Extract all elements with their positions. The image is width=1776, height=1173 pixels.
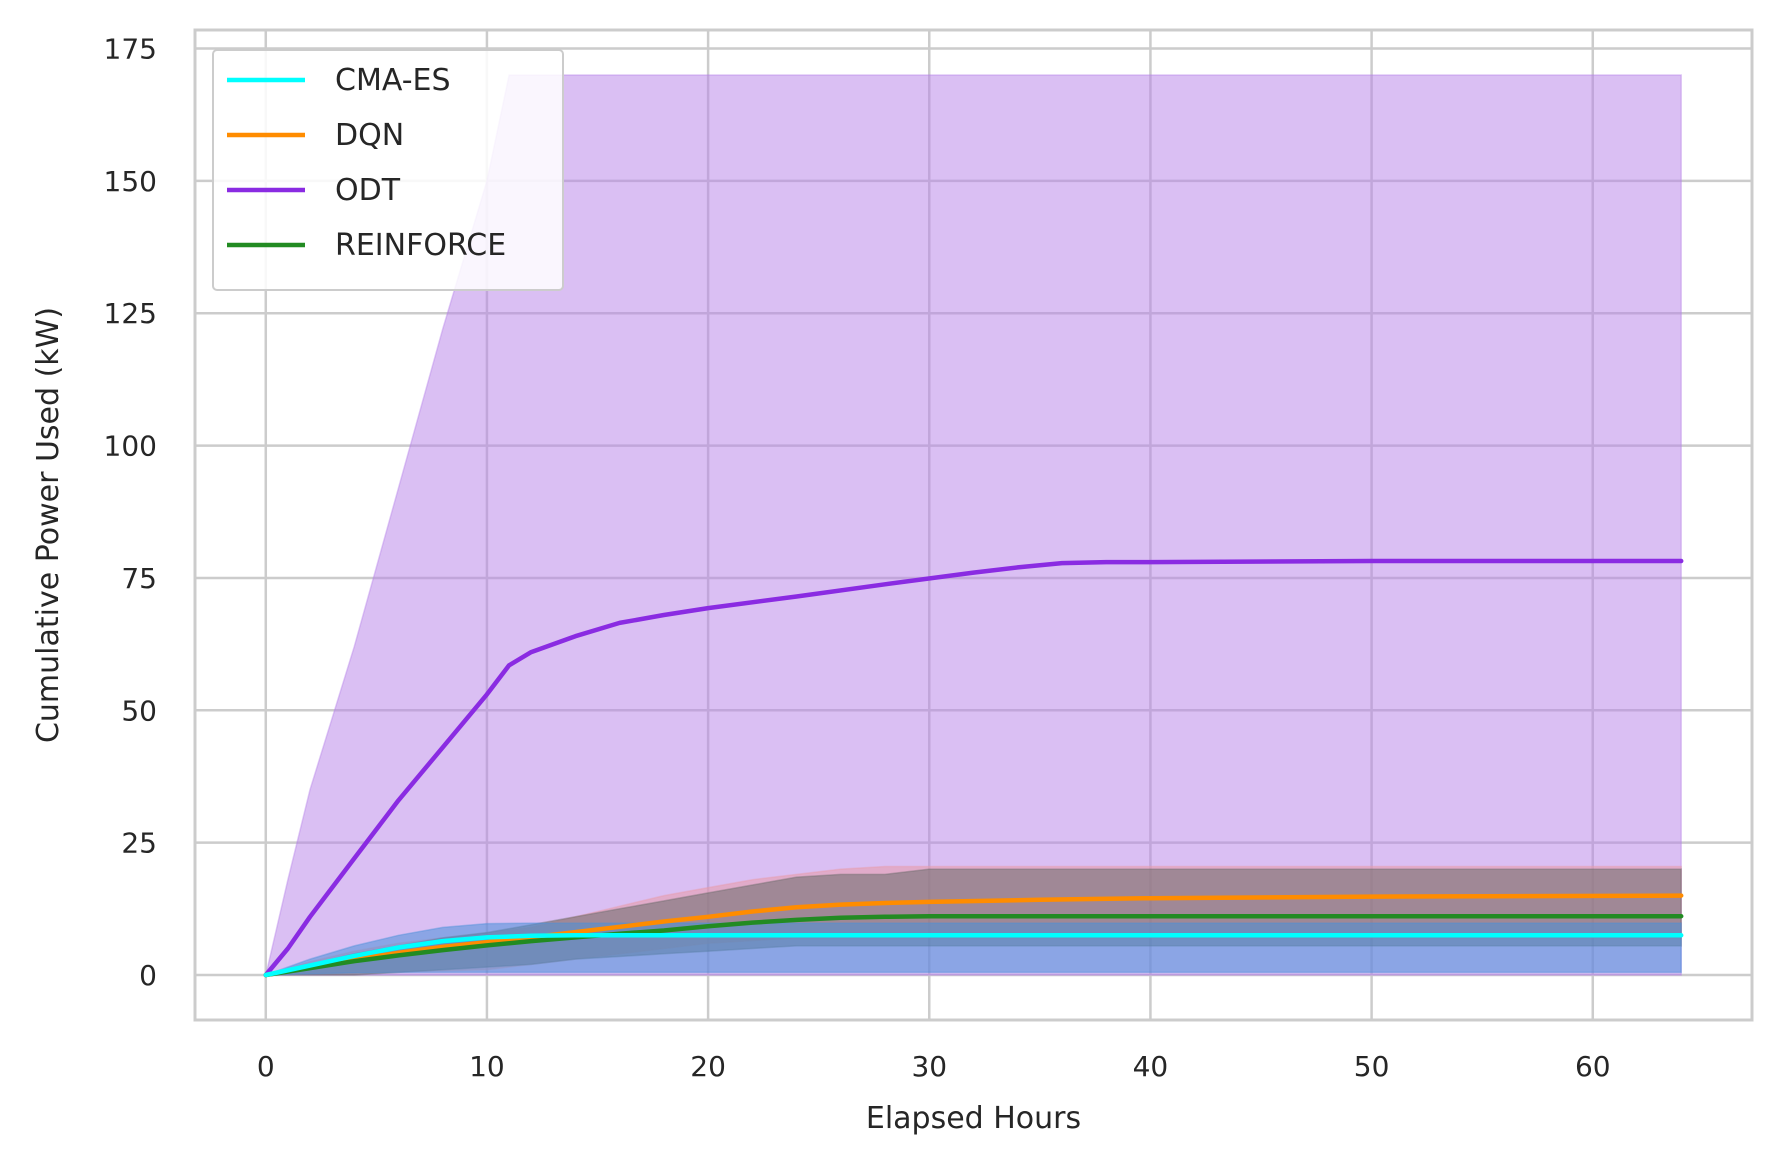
x-tick-labels: 0 10 20 30 40 50 60 [257, 1050, 1611, 1083]
legend-box [212, 49, 564, 291]
line-cma-es [263, 933, 1684, 978]
y-tick-label: 50 [121, 694, 157, 727]
x-tick-label: 20 [690, 1050, 726, 1083]
line-odt [263, 558, 1684, 978]
series-lines [263, 558, 1684, 978]
y-tick-label: 0 [139, 959, 157, 992]
y-tick-label: 25 [121, 827, 157, 860]
y-tick-label: 100 [104, 430, 157, 463]
y-tick-label: 75 [121, 562, 157, 595]
x-tick-label: 30 [911, 1050, 947, 1083]
x-tick-label: 40 [1133, 1050, 1169, 1083]
x-axis-label: Elapsed Hours [866, 1101, 1081, 1136]
x-tick-label: 60 [1575, 1050, 1611, 1083]
y-tick-label: 175 [104, 33, 157, 66]
plot-frame [193, 28, 1754, 1022]
y-axis-label: Cumulative Power Used (kW) [31, 307, 66, 743]
legend-entry: DQN [335, 118, 404, 153]
line-dqn [263, 893, 1684, 978]
legend-entry: ODT [335, 173, 401, 208]
line-reinforce [263, 913, 1684, 978]
y-tick-label: 125 [104, 297, 157, 330]
x-tick-label: 50 [1354, 1050, 1390, 1083]
y-tick-label: 150 [104, 165, 157, 198]
legend-entry: REINFORCE [335, 228, 506, 263]
x-tick-label: 0 [257, 1050, 275, 1083]
y-tick-labels: 0 25 50 75 100 125 150 175 [104, 33, 157, 992]
x-tick-label: 10 [469, 1050, 505, 1083]
band-cma-es [265, 922, 1682, 976]
legend-entry: CMA-ES [335, 63, 451, 98]
legend: CMA-ES DQN ODT REINFORCE [212, 49, 564, 291]
